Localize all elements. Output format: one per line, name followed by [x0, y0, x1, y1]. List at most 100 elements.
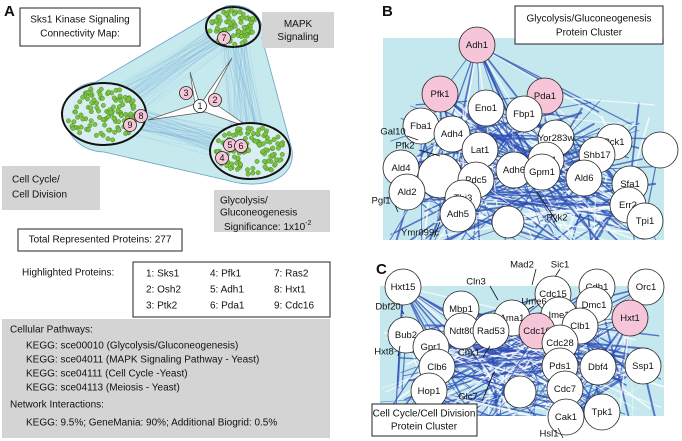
protein-dot: [98, 130, 104, 136]
title: Cell Cycle/Cell Division: [373, 409, 476, 420]
node-label: Pyk2: [546, 213, 567, 224]
leader-line: [482, 345, 491, 358]
node-label: Cdc16: [523, 326, 550, 337]
node: [626, 202, 664, 240]
node-label: Gpr1: [420, 342, 441, 353]
protein-dot: [117, 93, 123, 99]
pathway: KEGG: sce04011 (MAPK Signaling Pathway -…: [26, 355, 259, 366]
protein-dot: [253, 138, 259, 144]
leader-line: [481, 371, 495, 402]
protein-dot: [231, 33, 236, 39]
protein-dot: [207, 28, 213, 34]
pathway: KEGG: sce04113 (Meiosis - Yeast): [26, 383, 180, 394]
network: KEGG: 9.5%; GeneMania: 90%; Additional B…: [26, 418, 277, 429]
protein-dot: [250, 170, 256, 176]
protein-dot: [241, 24, 247, 30]
node-label: Dbf20: [375, 302, 400, 313]
protein-dot: [235, 29, 241, 34]
highlighted-item: 5: Adh1: [210, 285, 244, 296]
node-label: Ume6: [521, 297, 546, 308]
protein-dot: [235, 126, 241, 132]
protein-dot: [232, 23, 238, 29]
protein-dot: [224, 163, 230, 169]
protein-dot: [85, 127, 91, 133]
network-node-label: 9: [127, 120, 132, 130]
protein-dot: [239, 40, 245, 46]
protein-dot: [264, 138, 270, 144]
protein-dot: [271, 137, 277, 142]
network-node: [123, 118, 137, 132]
title-box: [371, 403, 478, 437]
node-label: Cdc28: [546, 338, 573, 349]
protein-dot: [99, 95, 105, 101]
title: Sks1 Kinase Signaling: [30, 15, 130, 26]
node: [505, 95, 543, 133]
leader-line: [394, 204, 399, 213]
node: [627, 268, 665, 306]
cluster-label: MAPK Signaling: [277, 19, 318, 43]
node-label: Cdc7: [554, 384, 576, 395]
node-label: Lat1: [471, 145, 490, 156]
leader-line: [397, 345, 401, 357]
node-label: Pgi1: [371, 196, 390, 207]
panel-c-nodes: Mad2Sic1Cln3Hxt15Cdc15Cdh1Orc1Dbf20Mbp1U…: [374, 260, 665, 440]
network-node: [179, 86, 193, 100]
cluster-label: Cell Division: [12, 190, 67, 201]
protein-dot: [80, 94, 86, 100]
panel-a-network: [61, 5, 293, 185]
protein-dot: [100, 103, 106, 108]
protein-dot: [229, 7, 234, 13]
network-node-label: 2: [212, 95, 217, 105]
protein-dot: [238, 130, 243, 136]
title-box: [514, 5, 664, 45]
network-node-label: 3: [183, 88, 188, 98]
protein-dot: [74, 104, 79, 110]
highlighted-item: 8: Hxt1: [274, 285, 306, 296]
title-box: [19, 7, 141, 47]
node: [472, 312, 510, 350]
protein-dot: [88, 105, 94, 111]
protein-dot: [105, 136, 111, 142]
leader-line: [433, 221, 441, 238]
protein-dot: [70, 126, 76, 131]
protein-dot: [78, 112, 84, 118]
node-label: Hxt15: [391, 282, 416, 293]
protein-dot: [100, 117, 106, 122]
node-label: Tpi1: [636, 216, 654, 227]
node: [641, 131, 679, 169]
network-node: [134, 109, 148, 123]
cluster-label: Cell Cycle/: [12, 175, 60, 186]
node-label: Cak1: [555, 412, 577, 423]
highlighted-item: 4: Pfk1: [210, 269, 242, 280]
protein-dot: [250, 165, 256, 171]
edge: [533, 177, 585, 240]
protein-dot: [216, 14, 222, 20]
leader-line: [489, 285, 499, 301]
title: Connectivity Map:: [40, 29, 119, 40]
node: [579, 348, 617, 386]
protein-dot: [268, 167, 274, 173]
protein-dot: [209, 19, 215, 25]
cluster-box: [2, 166, 100, 210]
network-node-label: 4: [219, 153, 224, 163]
node: [458, 26, 496, 64]
node: [439, 195, 477, 233]
protein-dot: [239, 34, 244, 39]
node-label: Pda1: [534, 91, 556, 102]
protein-dot: [245, 167, 250, 173]
node-label: Gpm1: [529, 167, 555, 178]
protein-dot: [88, 118, 94, 124]
total-box: [17, 228, 183, 252]
node: [433, 115, 471, 153]
protein-dot: [245, 28, 251, 34]
node: [547, 398, 585, 436]
significance: Significance: 1x10-2: [224, 220, 312, 233]
protein-dot: [243, 15, 249, 21]
protein-dot: [251, 131, 256, 136]
panel-label: C: [376, 261, 387, 278]
protein-dot: [263, 131, 268, 137]
protein-dot: [266, 158, 271, 164]
protein-dot: [223, 11, 229, 17]
cluster-box: [262, 12, 334, 48]
node: [503, 375, 537, 409]
